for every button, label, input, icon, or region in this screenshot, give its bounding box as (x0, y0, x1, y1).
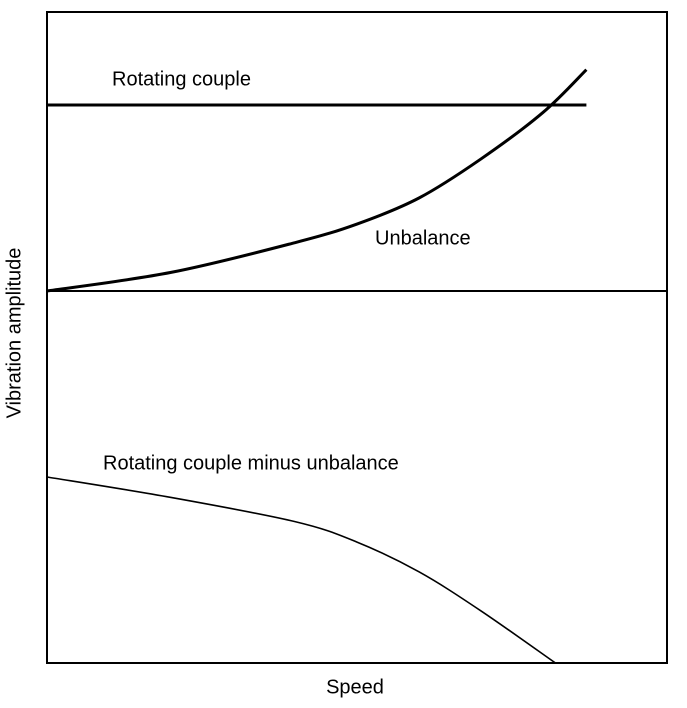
series-label: Rotating couple minus unbalance (103, 452, 399, 474)
x-axis-label: Speed (326, 676, 384, 698)
line (46, 68, 588, 293)
line (46, 476, 556, 664)
series-label: Rotating couple (112, 68, 251, 90)
series-label: Unbalance (375, 227, 471, 249)
plot-frame (46, 11, 668, 664)
y-axis-label: Vibration amplitude (3, 248, 25, 419)
